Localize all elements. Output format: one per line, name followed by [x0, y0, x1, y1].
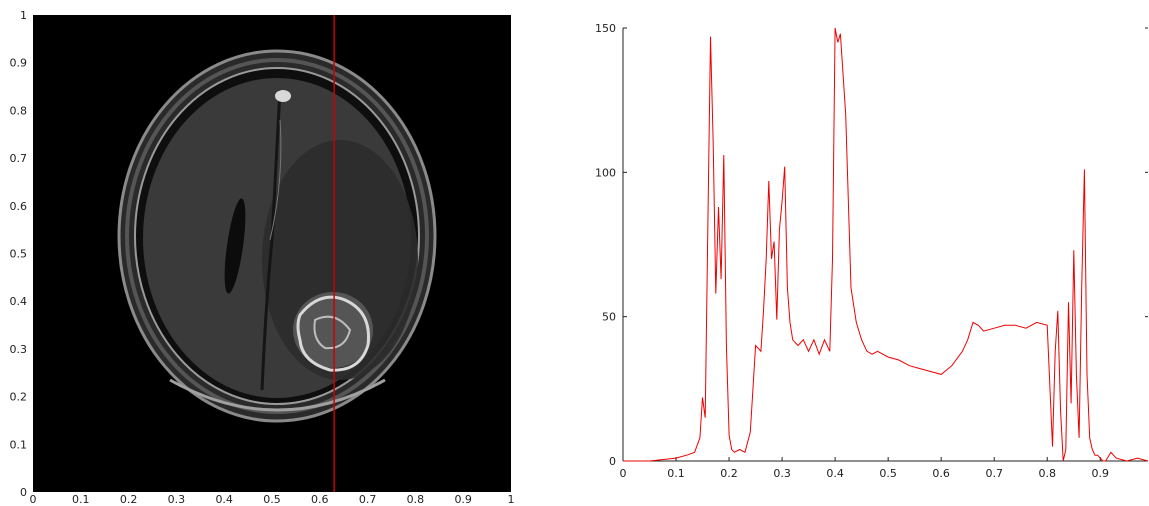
brain-mri-image [117, 49, 437, 423]
image-x-ticks: 0 0.1 0.2 0.3 0.4 0.5 0.6 0.7 0.8 0.9 1 [30, 493, 515, 506]
plot-x-tick-label: 0 [620, 467, 627, 480]
plot-x-tick-label: 0.5 [879, 467, 897, 480]
image-y-tick-label: 0.5 [10, 248, 28, 261]
plot-x-tick-label: 0.9 [1092, 467, 1110, 480]
plot-x-tick-label: 0.4 [826, 467, 844, 480]
image-x-tick-label: 0.4 [215, 493, 233, 506]
image-y-tick-label: 1 [20, 9, 27, 22]
image-x-tick-label: 0.8 [407, 493, 425, 506]
image-y-tick-label: 0.2 [10, 391, 28, 404]
image-x-tick-label: 0.6 [311, 493, 329, 506]
profile-plot: 0 0.1 0.2 0.3 0.4 0.5 0.6 0.7 0.8 0.9 0 50 100 150 [595, 22, 1149, 480]
image-y-tick-label: 0.9 [10, 57, 28, 70]
plot-x-tick-label: 0.8 [1038, 467, 1056, 480]
image-y-tick-label: 0.1 [10, 438, 28, 451]
image-y-tick-label: 0.7 [10, 152, 28, 165]
image-x-tick-label: 0.3 [168, 493, 186, 506]
image-y-tick-label: 0 [20, 486, 27, 499]
plot-y-tick-label: 50 [602, 311, 616, 324]
plot-y-tick-label: 150 [595, 22, 616, 35]
plot-x-tick-label: 0.6 [932, 467, 950, 480]
image-x-tick-label: 0.2 [120, 493, 138, 506]
image-y-tick-label: 0.6 [10, 200, 28, 213]
plot-x-tick-label: 0.3 [773, 467, 791, 480]
image-x-tick-label: 0.5 [263, 493, 281, 506]
image-y-tick-label: 0.3 [10, 343, 28, 356]
image-x-tick-label: 0.1 [72, 493, 90, 506]
plot-y-tick-label: 0 [609, 455, 616, 468]
plot-x-tick-label: 0.7 [985, 467, 1003, 480]
intensity-profile-line [623, 27, 1149, 462]
image-y-ticks: 0 0.1 0.2 0.3 0.4 0.5 0.6 0.7 0.8 0.9 1 [10, 9, 28, 499]
plot-x-tick-label: 0.2 [720, 467, 738, 480]
image-panel: 0 0.1 0.2 0.3 0.4 0.5 0.6 0.7 0.8 0.9 1 0 0.1 0.2 0.3… [10, 9, 515, 506]
plot-x-tick-label: 0.1 [667, 467, 685, 480]
plot-y-ticks: 0 50 100 150 [595, 22, 1148, 468]
image-x-tick-label: 1 [508, 493, 515, 506]
image-x-tick-label: 0.7 [359, 493, 377, 506]
plot-y-tick-label: 100 [595, 166, 616, 179]
image-x-tick-label: 0 [30, 493, 37, 506]
plot-x-ticks: 0 0.1 0.2 0.3 0.4 0.5 0.6 0.7 0.8 0.9 [620, 457, 1110, 480]
image-y-tick-label: 0.4 [10, 295, 28, 308]
image-y-tick-label: 0.8 [10, 104, 28, 117]
image-x-tick-label: 0.9 [454, 493, 472, 506]
